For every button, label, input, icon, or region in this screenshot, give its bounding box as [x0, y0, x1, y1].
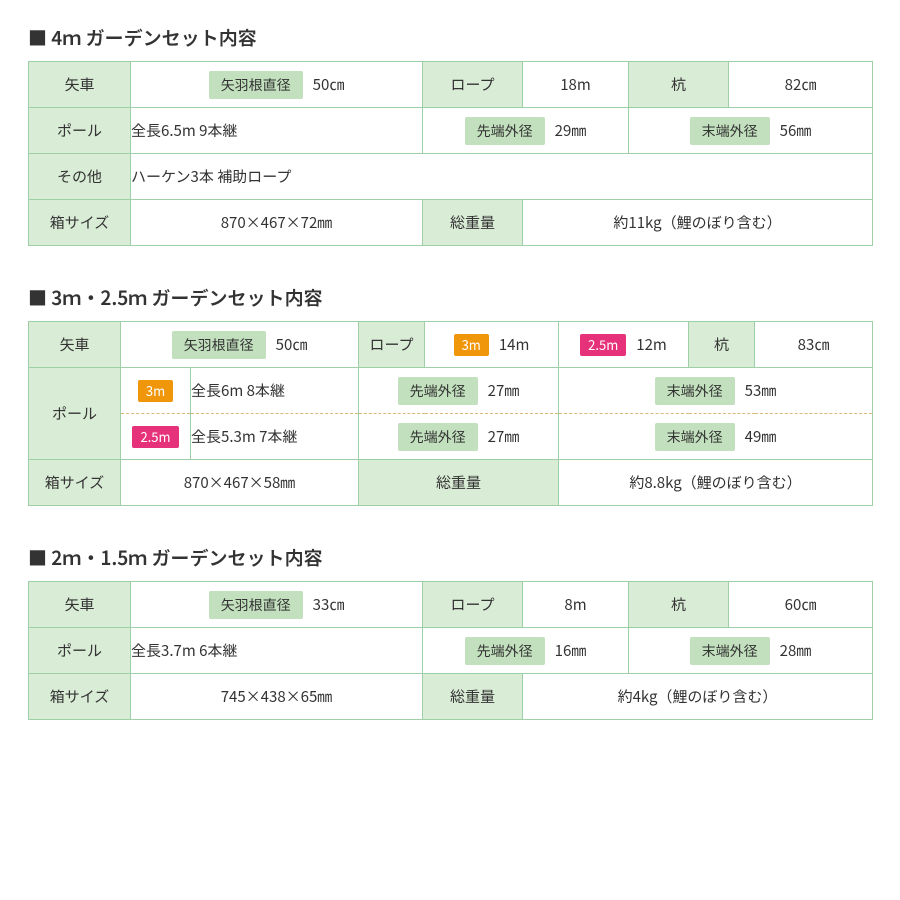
table-row: ポール 全長3.7m 6本継 先端外径 16㎜ 末端外径 28㎜ [29, 628, 873, 674]
section-title: ■ 4ｍ ガーデンセット内容 [28, 24, 872, 51]
cell-yahane: 矢羽根直径 50㎝ [131, 62, 423, 108]
pill-tip: 先端外径 [465, 637, 545, 665]
cell-weight-val: 約11kg（鯉のぼり含む） [523, 200, 873, 246]
val-end: 28㎜ [780, 640, 812, 661]
cell-end: 末端外径 56㎜ [629, 108, 873, 154]
cell-box-val: 745×438×65㎜ [131, 674, 423, 720]
val-tip: 27㎜ [488, 426, 520, 447]
table-row: 矢車 矢羽根直径 50㎝ ロープ 18m 杭 82㎝ [29, 62, 873, 108]
cell-yahane: 矢羽根直径 33㎝ [131, 582, 423, 628]
table-row: 箱サイズ 745×438×65㎜ 総重量 約4kg（鯉のぼり含む） [29, 674, 873, 720]
val-end: 56㎜ [780, 120, 812, 141]
cell-rope-val: 8m [523, 582, 629, 628]
cell-tip: 先端外径 16㎜ [423, 628, 629, 674]
section-title: ■ 3ｍ・2.5ｍ ガーデンセット内容 [28, 284, 872, 311]
val-yahane: 50㎝ [276, 334, 308, 355]
cell-end25: 末端外径 49㎜ [559, 414, 873, 460]
cell-kui-val: 83㎝ [755, 322, 873, 368]
val-end: 49㎜ [745, 426, 777, 447]
cell-rope25: 2.5m 12m [559, 322, 689, 368]
cell-rope3: 3m 14m [425, 322, 559, 368]
cell-pole3-val: 全長6m 8本継 [191, 368, 359, 414]
pill-tip: 先端外径 [465, 117, 545, 145]
val-rope3: 14m [499, 334, 530, 355]
section-3m: ■ 3ｍ・2.5ｍ ガーデンセット内容 矢車 矢羽根直径 50㎝ ロープ 3m … [28, 284, 872, 506]
cell-box-label: 箱サイズ [29, 200, 131, 246]
table-3m: 矢車 矢羽根直径 50㎝ ロープ 3m 14m 2.5m 12m [28, 321, 873, 506]
cell-box-val: 870×467×58㎜ [121, 460, 359, 506]
cell-pole-label: ポール [29, 368, 121, 460]
cell-yahane: 矢羽根直径 50㎝ [121, 322, 359, 368]
cell-rope-label: ロープ [423, 62, 523, 108]
cell-tip25: 先端外径 27㎜ [359, 414, 559, 460]
cell-kui-label: 杭 [629, 62, 729, 108]
cell-rope-label: ロープ [423, 582, 523, 628]
cell-weight-val: 約4kg（鯉のぼり含む） [523, 674, 873, 720]
tag-3m: 3m [454, 334, 489, 356]
cell-pole-label: ポール [29, 628, 131, 674]
cell-weight-val: 約8.8kg（鯉のぼり含む） [559, 460, 873, 506]
cell-pole-val: 全長6.5m 9本継 [131, 108, 423, 154]
section-title: ■ 2ｍ・1.5ｍ ガーデンセット内容 [28, 544, 872, 571]
table-2m: 矢車 矢羽根直径 33㎝ ロープ 8m 杭 60㎝ ポール 全長3.7m 6本継… [28, 581, 873, 720]
cell-pole-val: 全長3.7m 6本継 [131, 628, 423, 674]
pill-end: 末端外径 [690, 637, 770, 665]
tag-25m: 2.5m [580, 334, 626, 356]
cell-tag3: 3m [121, 368, 191, 414]
section-2m: ■ 2ｍ・1.5ｍ ガーデンセット内容 矢車 矢羽根直径 33㎝ ロープ 8m … [28, 544, 872, 720]
cell-weight-label: 総重量 [359, 460, 559, 506]
pill-yahane: 矢羽根直径 [209, 591, 303, 619]
cell-tip3: 先端外径 27㎜ [359, 368, 559, 414]
table-row: 箱サイズ 870×467×58㎜ 総重量 約8.8kg（鯉のぼり含む） [29, 460, 873, 506]
val-tip: 27㎜ [488, 380, 520, 401]
val-tip: 16㎜ [555, 640, 587, 661]
pill-end: 末端外径 [690, 117, 770, 145]
cell-box-val: 870×467×72㎜ [131, 200, 423, 246]
val-tip: 29㎜ [555, 120, 587, 141]
cell-other-label: その他 [29, 154, 131, 200]
pill-tip: 先端外径 [398, 423, 478, 451]
pill-end: 末端外径 [655, 423, 735, 451]
cell-other-val: ハーケン3本 補助ロープ [131, 154, 873, 200]
cell-pole-label: ポール [29, 108, 131, 154]
pill-yahane: 矢羽根直径 [209, 71, 303, 99]
pill-tip: 先端外径 [398, 377, 478, 405]
table-row: 2.5m 全長5.3m 7本継 先端外径 27㎜ 末端外径 49㎜ [29, 414, 873, 460]
cell-tag25: 2.5m [121, 414, 191, 460]
val-rope25: 12m [636, 334, 667, 355]
tag-3m: 3m [138, 380, 173, 402]
cell-weight-label: 総重量 [423, 674, 523, 720]
cell-kui-label: 杭 [629, 582, 729, 628]
cell-pole25-val: 全長5.3m 7本継 [191, 414, 359, 460]
cell-weight-label: 総重量 [423, 200, 523, 246]
table-row: 矢車 矢羽根直径 50㎝ ロープ 3m 14m 2.5m 12m [29, 322, 873, 368]
cell-yaguruma: 矢車 [29, 322, 121, 368]
cell-end: 末端外径 28㎜ [629, 628, 873, 674]
table-row: 矢車 矢羽根直径 33㎝ ロープ 8m 杭 60㎝ [29, 582, 873, 628]
table-row: 箱サイズ 870×467×72㎜ 総重量 約11kg（鯉のぼり含む） [29, 200, 873, 246]
section-4m: ■ 4ｍ ガーデンセット内容 矢車 矢羽根直径 50㎝ ロープ 18m 杭 82… [28, 24, 872, 246]
tag-25m: 2.5m [132, 426, 178, 448]
cell-rope-val: 18m [523, 62, 629, 108]
cell-end3: 末端外径 53㎜ [559, 368, 873, 414]
table-row: ポール 全長6.5m 9本継 先端外径 29㎜ 末端外径 56㎜ [29, 108, 873, 154]
val-end: 53㎜ [745, 380, 777, 401]
table-row: その他 ハーケン3本 補助ロープ [29, 154, 873, 200]
table-4m: 矢車 矢羽根直径 50㎝ ロープ 18m 杭 82㎝ ポール 全長6.5m 9本… [28, 61, 873, 246]
val-yahane: 33㎝ [313, 594, 345, 615]
val-yahane: 50㎝ [313, 74, 345, 95]
cell-box-label: 箱サイズ [29, 460, 121, 506]
cell-kui-label: 杭 [689, 322, 755, 368]
pill-end: 末端外径 [655, 377, 735, 405]
cell-tip: 先端外径 29㎜ [423, 108, 629, 154]
table-row: ポール 3m 全長6m 8本継 先端外径 27㎜ 末端外径 53㎜ [29, 368, 873, 414]
cell-kui-val: 60㎝ [729, 582, 873, 628]
cell-box-label: 箱サイズ [29, 674, 131, 720]
cell-kui-val: 82㎝ [729, 62, 873, 108]
pill-yahane: 矢羽根直径 [172, 331, 266, 359]
cell-yaguruma: 矢車 [29, 62, 131, 108]
cell-yaguruma: 矢車 [29, 582, 131, 628]
cell-rope-label: ロープ [359, 322, 425, 368]
